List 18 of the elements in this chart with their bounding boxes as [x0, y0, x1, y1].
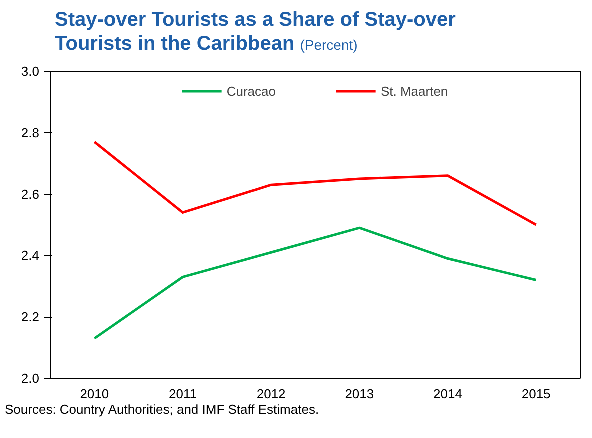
x-tick-label: 2012 — [256, 386, 286, 402]
source-note: Sources: Country Authorities; and IMF Staff Estimates. — [5, 401, 320, 419]
line-series — [93, 226, 538, 340]
y-tick-label: 2.4 — [21, 248, 40, 264]
y-tick-label: 2.2 — [21, 310, 40, 325]
x-tick-label: 2011 — [169, 386, 197, 402]
y-tick-label: 2.8 — [21, 125, 40, 140]
line-series — [93, 140, 538, 226]
y-tick-label: 2.6 — [21, 186, 40, 202]
x-tick-label: 2013 — [345, 386, 374, 402]
y-tick-label: 3.0 — [21, 64, 40, 79]
y-tick-label: 2.0 — [21, 371, 40, 386]
legend-label: Curacao — [226, 84, 276, 98]
x-tick-label: 2015 — [522, 386, 551, 402]
x-tick-label: 2014 — [434, 386, 462, 402]
chart-subtitle: (Percent) — [300, 37, 358, 53]
x-tick-label: 2010 — [80, 386, 110, 402]
legend-label: St. Maarten — [380, 84, 448, 98]
